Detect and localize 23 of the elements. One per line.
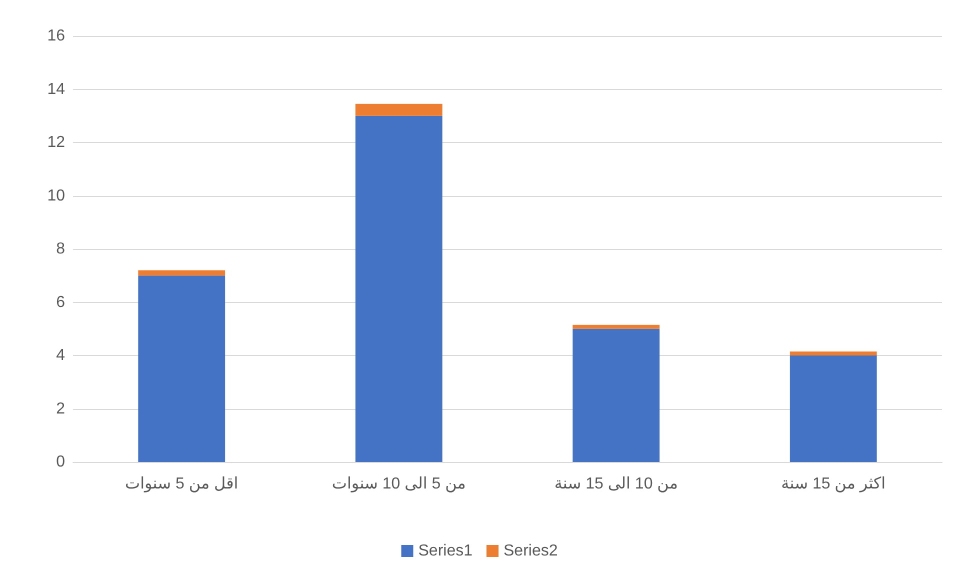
bar — [138, 276, 226, 462]
x-tick-label: من 10 الى 15 سنة — [554, 476, 678, 492]
bar — [138, 270, 226, 276]
y-tick-label: 6 — [56, 294, 66, 311]
x-tick-label: اقل من 5 سنوات — [125, 476, 238, 492]
bar — [355, 116, 442, 462]
x-tick-label: من 5 الى 10 سنوات — [332, 476, 466, 492]
y-tick-label: 14 — [47, 80, 66, 98]
bar — [572, 324, 660, 329]
y-tick-label: 8 — [56, 240, 66, 258]
y-tick-label: 4 — [56, 347, 66, 364]
y-tick-label: 10 — [47, 187, 66, 204]
y-tick-label: 2 — [56, 400, 66, 418]
bar — [790, 356, 877, 462]
y-tick-label: 16 — [47, 28, 66, 44]
x-tick-label: اكثر من 15 سنة — [781, 476, 886, 492]
legend-label: Series1 — [418, 542, 473, 560]
legend-label: Series2 — [504, 542, 558, 560]
bar — [790, 352, 877, 356]
bar — [572, 328, 660, 462]
bar — [355, 104, 442, 116]
y-tick-label: 0 — [56, 454, 66, 470]
y-tick-label: 12 — [47, 134, 66, 151]
